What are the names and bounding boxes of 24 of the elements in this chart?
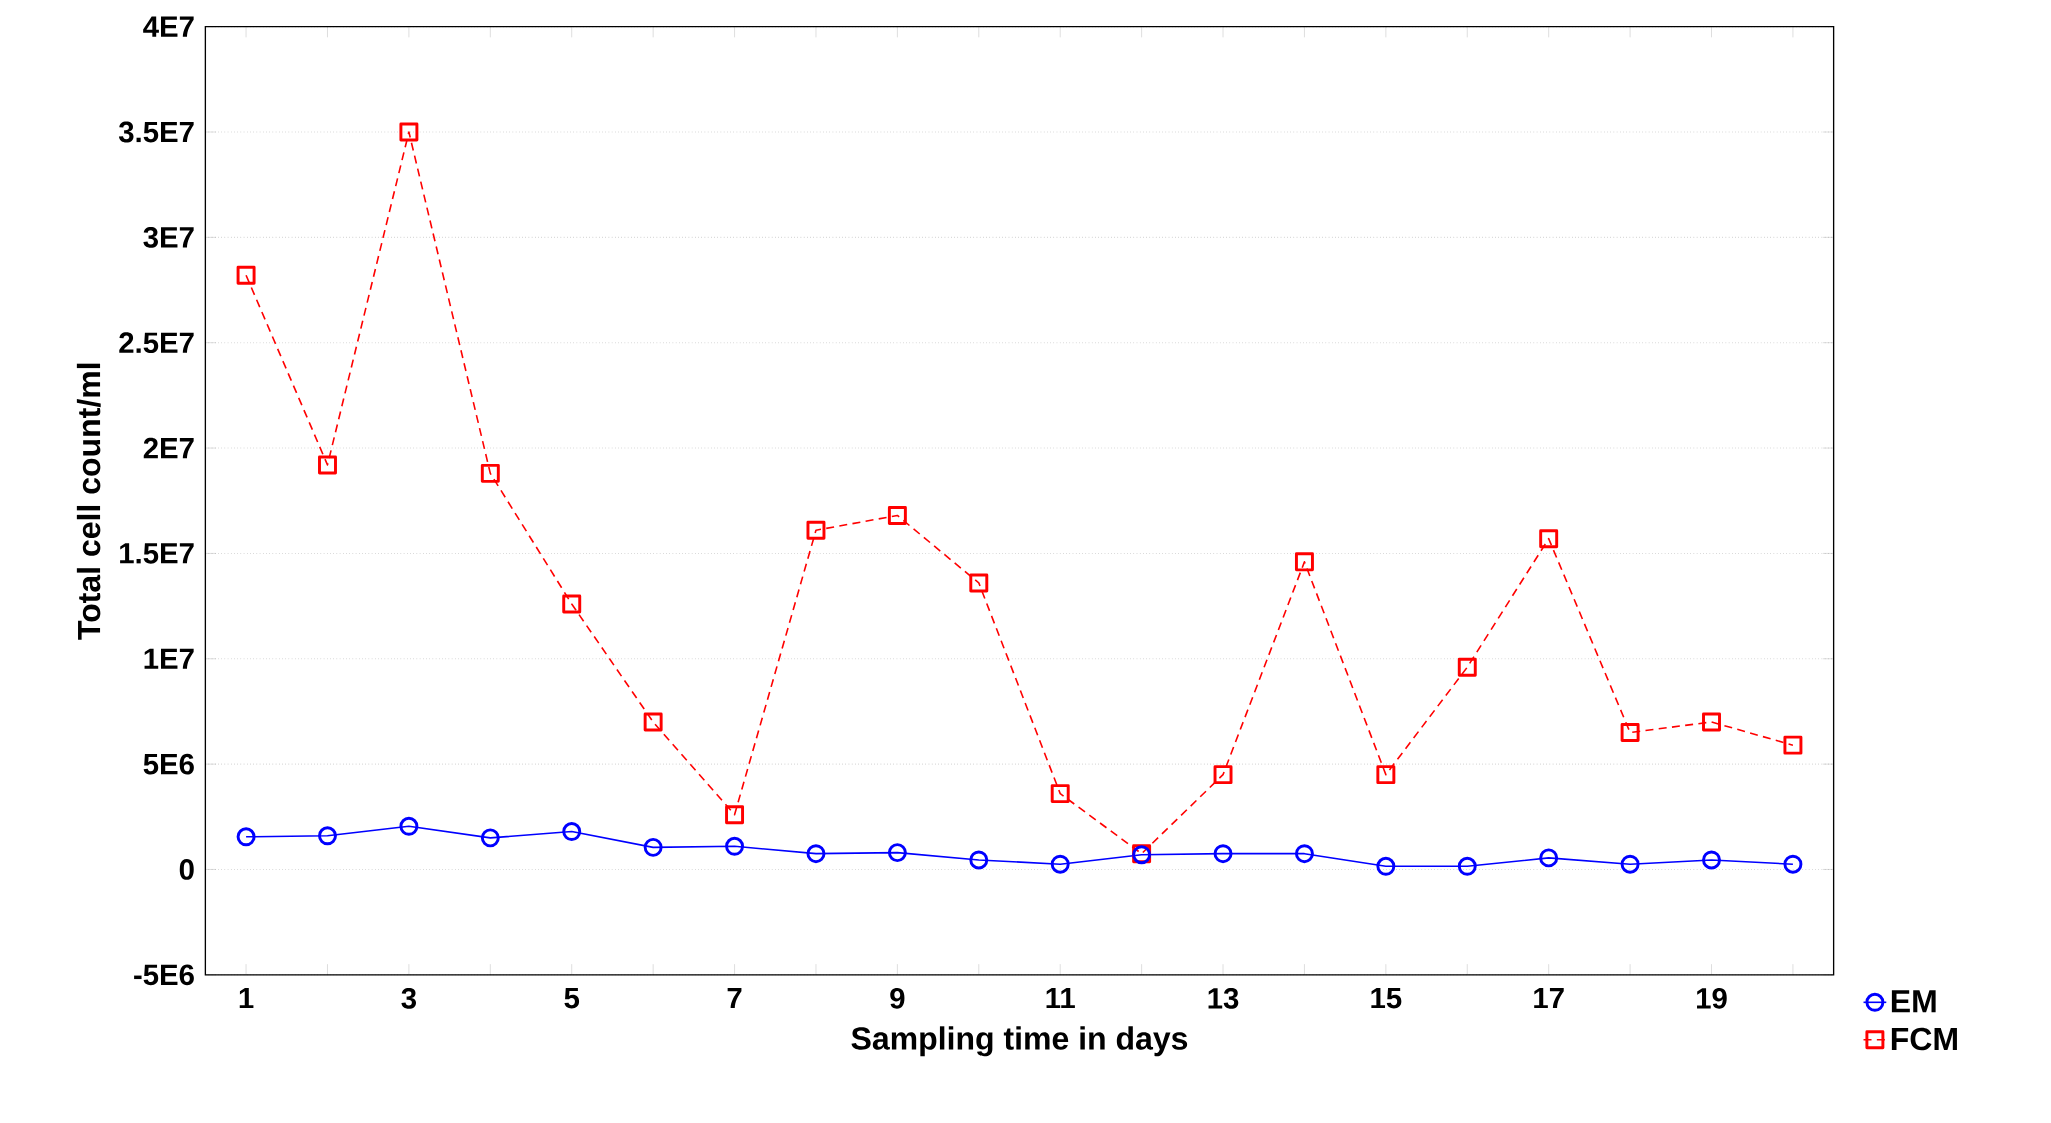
x-tick-label: 3: [401, 988, 417, 1009]
x-tick-label: 19: [1697, 988, 1727, 1009]
y-tick-label: -5E6: [134, 964, 194, 986]
x-axis-title: Sampling time in days: [851, 1026, 1188, 1057]
x-tick-label: 5: [564, 988, 580, 1009]
y-axis-title: Total cell count/ml: [76, 363, 101, 640]
x-tick-label: 15: [1371, 988, 1402, 1009]
y-tick-label: 5E6: [143, 753, 194, 775]
x-tick-label: 17: [1534, 988, 1564, 1009]
y-tick-label: 0: [179, 859, 194, 880]
y-tick-label: 3.5E7: [118, 121, 194, 143]
y-tick-label: 2.5E7: [119, 332, 194, 354]
legend-label: FCM: [1891, 1027, 1957, 1051]
x-tick-label: 9: [890, 988, 905, 1009]
legend-label: EM: [1891, 990, 1936, 1013]
x-tick-label: 13: [1208, 988, 1239, 1009]
x-tick-label: 1: [239, 988, 254, 1009]
y-tick-label: 1E7: [144, 648, 194, 669]
y-tick-label: 2E7: [143, 437, 194, 459]
y-tick-label: 4E7: [143, 16, 194, 37]
y-tick-label: 3E7: [143, 227, 194, 248]
y-tick-label: 1.5E7: [120, 543, 194, 564]
x-tick-label: 11: [1046, 988, 1075, 1009]
x-tick-label: 7: [727, 988, 742, 1009]
